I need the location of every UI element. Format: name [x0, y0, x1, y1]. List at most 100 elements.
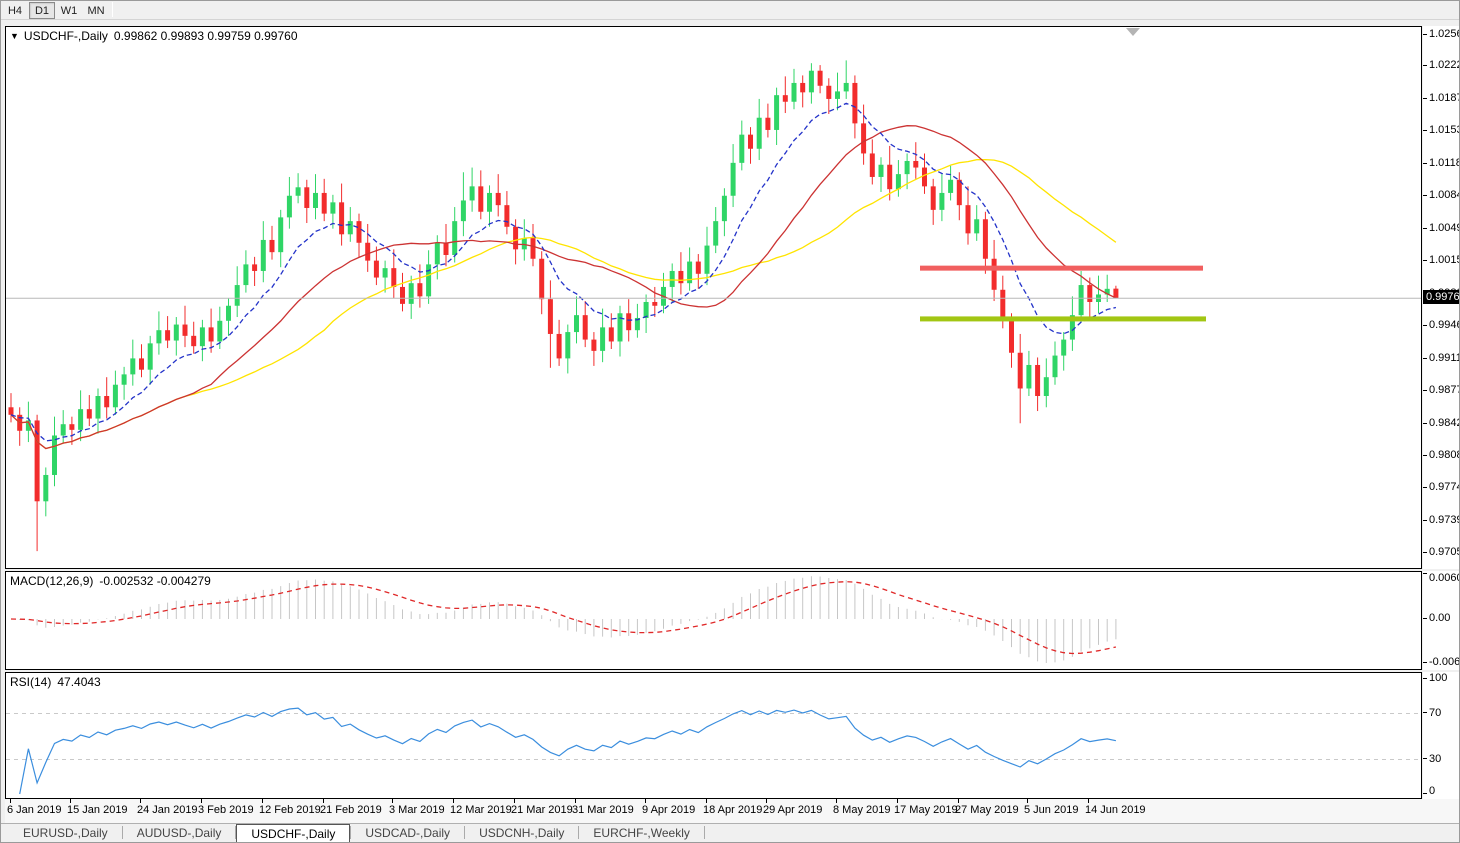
timeframe-button-h4[interactable]: H4: [7, 5, 23, 17]
date-axis-label: 5 Jun 2019: [1024, 804, 1079, 816]
price-axis-tick: [1423, 163, 1427, 164]
rsi-chart[interactable]: [6, 673, 1421, 798]
macd-axis-tick: [1423, 573, 1427, 574]
price-axis-tick: [1423, 455, 1427, 456]
chart-shift-marker-icon[interactable]: [1126, 28, 1140, 36]
rsi-label: RSI(14) 47.4043: [10, 675, 101, 689]
chart-dropdown-icon[interactable]: ▼: [10, 31, 19, 41]
macd-axis-label: 0.00: [1429, 612, 1451, 624]
price-axis-tick: [1423, 98, 1427, 99]
tab-audusd-daily[interactable]: AUDUSD-,Daily: [136, 826, 222, 840]
tab-separator: [464, 826, 466, 840]
ma-fast-line: [10, 102, 1117, 442]
date-axis-tick: [836, 799, 837, 803]
date-axis-label: 9 Apr 2019: [642, 804, 696, 816]
price-axis-tick: [1423, 390, 1427, 391]
date-axis-tick: [323, 799, 324, 803]
macd-chart[interactable]: [6, 572, 1421, 669]
timeframe-button-mn[interactable]: MN: [87, 5, 105, 17]
price-axis-label: 1.01530: [1429, 124, 1459, 136]
macd-axis[interactable]: 0.006058 0.00 -0.006091: [1423, 571, 1460, 670]
price-axis-label: 1.00840: [1429, 189, 1459, 201]
date-axis-tick: [140, 799, 141, 803]
tab-separator: [121, 826, 123, 840]
price-axis-label: 0.98770: [1429, 384, 1459, 396]
tab-separator: [350, 826, 352, 840]
date-axis-tick: [10, 799, 11, 803]
date-axis-label: 21 Feb 2019: [320, 804, 382, 816]
rsi-axis-tick: [1423, 758, 1427, 759]
tab-eurchf-weekly[interactable]: EURCHF-,Weekly: [593, 826, 690, 840]
support-hline[interactable]: [920, 316, 1206, 322]
macd-axis-label: -0.006091: [1429, 656, 1460, 668]
price-chart-panel[interactable]: ▼ USDCHF-,Daily 0.99862 0.99893 0.99759 0.…: [5, 26, 1422, 569]
timeframe-button-d1[interactable]: D1: [29, 2, 55, 19]
date-axis-label: 21 Mar 2019: [511, 804, 573, 816]
ohlc-close: 0.99760: [254, 29, 298, 43]
date-axis-tick: [766, 799, 767, 803]
macd-values: -0.002532 -0.004279: [99, 574, 211, 588]
tab-usdchf-daily[interactable]: USDCHF-,Daily: [236, 824, 351, 842]
current-price-badge: 0.99760: [1423, 290, 1459, 304]
date-axis-label: 15 Jan 2019: [67, 804, 128, 816]
chart-title: ▼ USDCHF-,Daily 0.99862 0.99893 0.99759 0.…: [10, 29, 298, 43]
rsi-panel[interactable]: RSI(14) 47.4043: [5, 672, 1422, 799]
rsi-line: [19, 707, 1117, 795]
macd-signal-line: [10, 581, 1117, 655]
macd-label: MACD(12,26,9) -0.002532 -0.004279: [10, 574, 211, 588]
chart-symbol-period: USDCHF-,Daily: [23, 29, 108, 43]
rsi-axis-label: 0: [1429, 785, 1436, 797]
macd-axis-tick: [1423, 662, 1427, 663]
timeframe-button-w1[interactable]: W1: [60, 5, 78, 17]
rsi-axis-tick: [1423, 712, 1427, 713]
tab-usdcnh-daily[interactable]: USDCNH-,Daily: [479, 826, 565, 840]
date-axis-tick: [392, 799, 393, 803]
rsi-axis-tick: [1423, 793, 1427, 794]
date-axis-label: 17 May 2019: [894, 804, 958, 816]
macd-axis-label: 0.006058: [1429, 572, 1459, 584]
rsi-axis[interactable]: 100 70 30 0: [1423, 672, 1459, 799]
price-axis-tick: [1423, 552, 1427, 553]
rsi-value: 47.4043: [57, 675, 101, 689]
tab-usdcad-daily[interactable]: USDCAD-,Daily: [365, 826, 451, 840]
date-axis-label: 24 Jan 2019: [137, 804, 198, 816]
date-axis-label: 8 May 2019: [833, 804, 891, 816]
resistance-hline[interactable]: [920, 265, 1203, 271]
tab-eurusd-daily[interactable]: EURUSD-,Daily: [23, 826, 108, 840]
price-axis-label: 0.98420: [1429, 417, 1459, 429]
date-axis-tick: [645, 799, 646, 803]
date-axis-label: 29 Apr 2019: [763, 804, 823, 816]
date-axis-label: 27 May 2019: [955, 804, 1019, 816]
date-axis-label: 12 Mar 2019: [450, 804, 512, 816]
date-axis-tick: [262, 799, 263, 803]
date-axis-label: 3 Mar 2019: [389, 804, 445, 816]
price-axis-label: 1.01870: [1429, 92, 1459, 104]
date-axis-label: 14 Jun 2019: [1085, 804, 1146, 816]
price-axis-tick: [1423, 487, 1427, 488]
price-axis-label: 0.97740: [1429, 481, 1459, 493]
price-axis[interactable]: 1.02560 1.02220 1.01870 1.01530 1.01180 1.008…: [1423, 26, 1459, 569]
date-axis-label: 31 Mar 2019: [572, 804, 634, 816]
date-axis-tick: [201, 799, 202, 803]
price-axis-label: 1.00490: [1429, 222, 1459, 234]
macd-panel[interactable]: MACD(12,26,9) -0.002532 -0.004279: [5, 571, 1422, 670]
date-axis-tick: [958, 799, 959, 803]
candlestick-chart[interactable]: [6, 27, 1421, 568]
price-axis-tick: [1423, 65, 1427, 66]
timeframe-toolbar: H4 D1 W1 MN: [1, 1, 1459, 20]
ma-mid-line: [10, 125, 1117, 450]
price-axis-label: 1.00150: [1429, 254, 1459, 266]
price-axis-tick: [1423, 195, 1427, 196]
rsi-axis-label: 30: [1429, 752, 1442, 765]
date-axis-tick: [1027, 799, 1028, 803]
date-axis-tick: [706, 799, 707, 803]
price-axis-label: 1.02560: [1429, 28, 1459, 40]
date-axis[interactable]: 6 Jan 2019 15 Jan 2019 24 Jan 2019 3 Feb 20…: [5, 799, 1459, 823]
date-axis-label: 18 Apr 2019: [703, 804, 763, 816]
ohlc-high: 0.99893: [160, 29, 205, 43]
tab-separator: [235, 826, 237, 840]
price-axis-label: 1.02220: [1429, 59, 1459, 71]
date-axis-tick: [70, 799, 71, 803]
price-axis-tick: [1423, 228, 1427, 229]
price-axis-tick: [1423, 520, 1427, 521]
